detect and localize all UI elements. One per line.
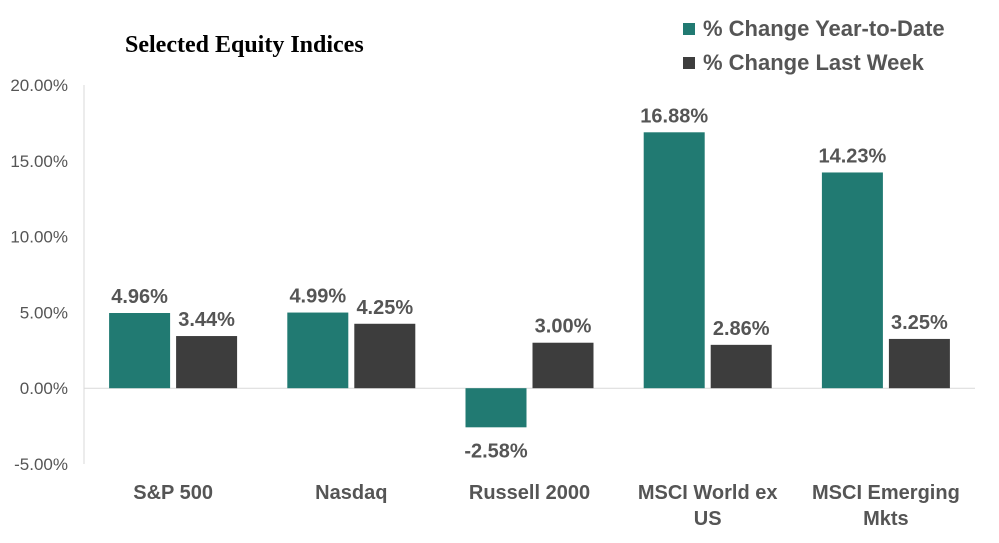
data-label: 3.25% bbox=[891, 312, 948, 334]
bar bbox=[888, 338, 950, 389]
data-label: 4.99% bbox=[289, 286, 346, 308]
data-label: 4.25% bbox=[356, 297, 413, 319]
category-label: Russell 2000 bbox=[469, 482, 590, 504]
legend-swatch-last-week bbox=[683, 57, 695, 69]
legend-swatch-ytd bbox=[683, 23, 695, 35]
category-label: MSCI Emerging bbox=[812, 482, 960, 504]
bar bbox=[176, 336, 238, 389]
y-tick-label: 20.00% bbox=[10, 76, 68, 95]
y-tick-label: 0.00% bbox=[20, 379, 68, 398]
data-label: 14.23% bbox=[818, 145, 886, 167]
data-label: 3.00% bbox=[535, 316, 592, 338]
legend-item-ytd: % Change Year-to-Date bbox=[683, 12, 945, 46]
category-label: S&P 500 bbox=[133, 482, 213, 504]
category-label: MSCI World ex bbox=[638, 482, 778, 504]
data-label: -2.58% bbox=[464, 440, 528, 462]
bar bbox=[354, 323, 416, 389]
category-label: US bbox=[694, 508, 722, 530]
data-label: 16.88% bbox=[640, 105, 708, 127]
bar bbox=[710, 344, 772, 389]
y-tick-label: 10.00% bbox=[10, 228, 68, 247]
bar bbox=[643, 132, 705, 389]
data-label: 3.44% bbox=[178, 309, 235, 331]
chart-title: Selected Equity Indices bbox=[125, 32, 364, 58]
data-label: 2.86% bbox=[713, 318, 770, 340]
bar bbox=[287, 312, 349, 389]
bar bbox=[109, 313, 171, 389]
category-label: Nasdaq bbox=[315, 482, 387, 504]
legend: % Change Year-to-Date % Change Last Week bbox=[683, 12, 945, 80]
y-tick-label: 5.00% bbox=[20, 303, 68, 322]
y-tick-label: 15.00% bbox=[10, 152, 68, 171]
y-tick-label: -5.00% bbox=[14, 455, 68, 474]
bar bbox=[821, 172, 883, 389]
legend-item-last-week: % Change Last Week bbox=[683, 46, 945, 80]
bar bbox=[465, 388, 527, 428]
legend-label-last-week: % Change Last Week bbox=[703, 50, 924, 75]
category-label: Mkts bbox=[863, 508, 909, 530]
data-label: 4.96% bbox=[111, 286, 168, 308]
legend-label-ytd: % Change Year-to-Date bbox=[703, 16, 945, 41]
bar bbox=[532, 342, 594, 389]
